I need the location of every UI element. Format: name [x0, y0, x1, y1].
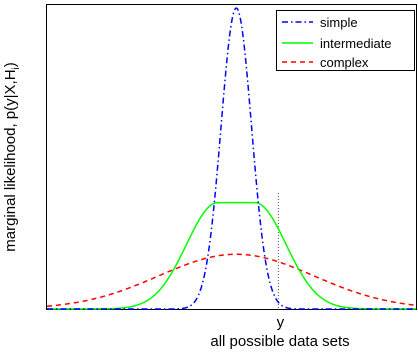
y-axis-label: marginal likelihood, p(y|X,Hi) — [2, 62, 22, 252]
plot-area-frame — [46, 4, 417, 310]
data-marker-label: y — [277, 314, 285, 331]
series-simple-curve — [47, 7, 416, 310]
legend: simple intermediate complex — [276, 10, 415, 71]
y-axis-label-main: marginal likelihood, p(y|X,H — [2, 69, 19, 251]
series-complex-curve — [46, 253, 417, 307]
y-axis-label-subscript: i — [11, 67, 22, 69]
y-axis-label-close: ) — [2, 62, 19, 67]
legend-label-intermediate: intermediate — [320, 36, 392, 51]
legend-label-complex: complex — [320, 55, 369, 70]
x-axis-label: all possible data sets — [210, 333, 349, 350]
legend-label-simple: simple — [320, 15, 358, 30]
series-intermediate-curve — [47, 201, 416, 310]
legend-box — [276, 10, 415, 71]
